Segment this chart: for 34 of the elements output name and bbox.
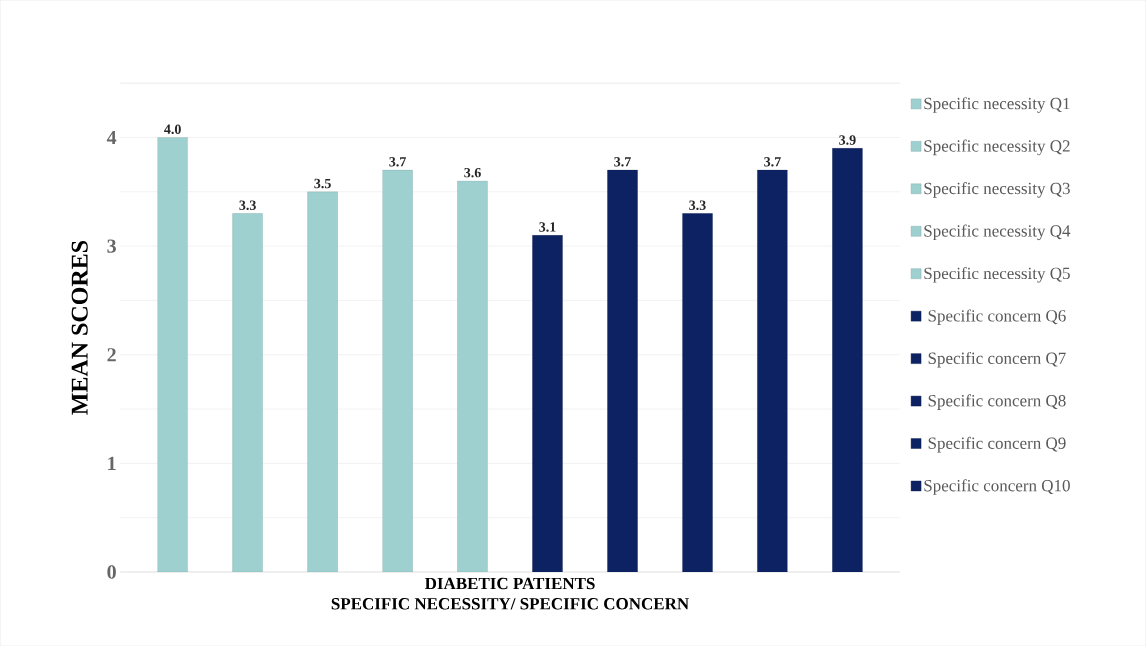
y-tick-label: 3 xyxy=(107,239,116,253)
y-tick-label: 1 xyxy=(108,456,116,470)
legend-label: Specific necessity Q4 xyxy=(924,224,1071,241)
y-tick-label: 0 xyxy=(107,565,116,579)
x-axis-title: SPECIFIC NECESSITY/ SPECIFIC CONCERN xyxy=(331,597,689,610)
legend-label: Specific concern Q6 xyxy=(928,309,1066,325)
legend-label: Specific necessity Q2 xyxy=(924,139,1070,156)
bar xyxy=(607,169,638,572)
data-label: 3.7 xyxy=(389,157,406,167)
data-label: 3.6 xyxy=(464,167,481,178)
data-label: 3.3 xyxy=(239,200,256,210)
y-tick-label: 2 xyxy=(107,348,116,362)
data-label: 3.9 xyxy=(839,135,856,145)
legend-label: Specific concern Q7 xyxy=(928,351,1066,368)
legend-label: Specific concern Q8 xyxy=(928,394,1066,410)
legend-label: Specific concern Q10 xyxy=(924,479,1070,495)
x-tick-label: DIABETIC PATIENTS xyxy=(424,577,595,590)
legend-label: Specific necessity Q5 xyxy=(924,266,1070,283)
legend-label: Specific necessity Q3 xyxy=(924,181,1070,198)
bar xyxy=(757,169,788,572)
data-label: 4.0 xyxy=(164,124,181,134)
data-label: 3.5 xyxy=(314,178,331,189)
data-label: 3.1 xyxy=(539,222,556,232)
bar xyxy=(532,234,563,572)
y-tick-label: 4 xyxy=(106,130,117,144)
data-label: 3.3 xyxy=(689,200,706,210)
bar xyxy=(382,169,413,572)
y-axis-title: MEAN SCORES xyxy=(71,240,88,415)
bar xyxy=(832,148,863,572)
data-label: 3.7 xyxy=(614,157,631,167)
legend-label: Specific concern Q9 xyxy=(928,436,1066,453)
legend-label: Specific necessity Q1 xyxy=(924,97,1070,113)
data-label: 3.7 xyxy=(764,157,781,167)
bar xyxy=(232,213,263,572)
